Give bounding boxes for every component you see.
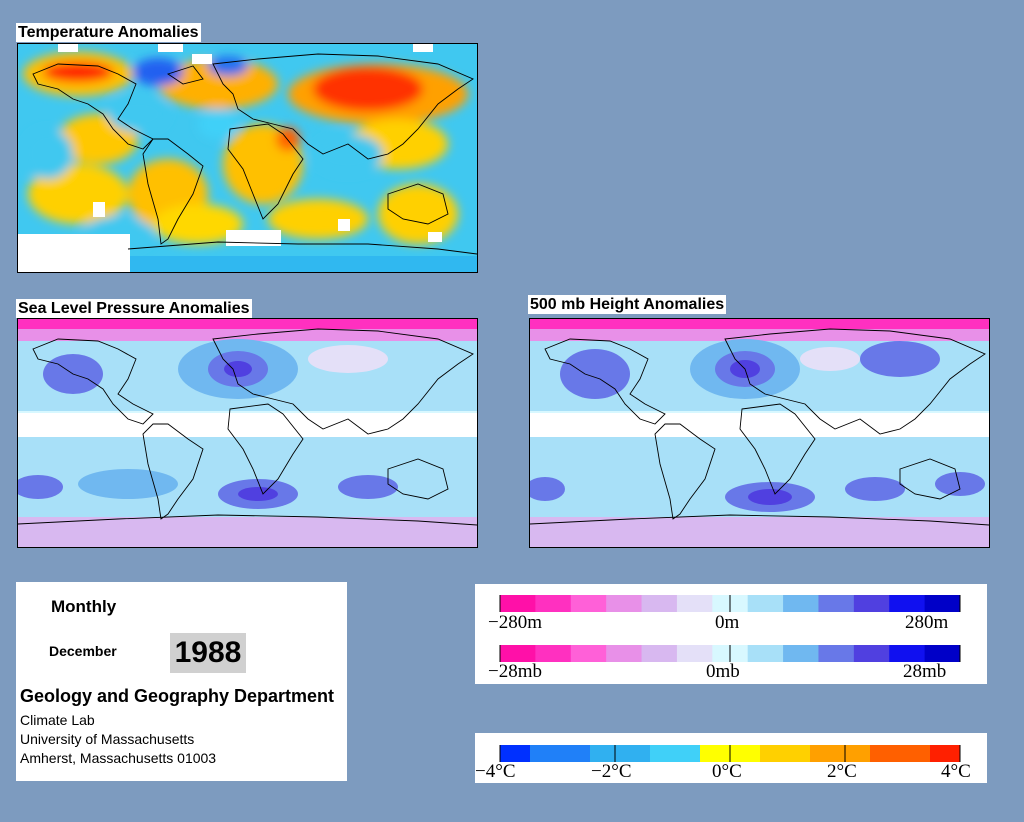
height-500mb-map xyxy=(529,318,990,548)
temperature-colorbar-segment xyxy=(930,745,941,762)
temperature-colorbar-segment xyxy=(720,745,731,762)
temperature-anomaly-map xyxy=(17,43,478,273)
temperature-colorbar-segment xyxy=(900,745,911,762)
lab-label: Climate Lab xyxy=(20,712,95,728)
year-label: 1988 xyxy=(170,633,246,673)
period-label: Monthly xyxy=(51,597,117,616)
pressure-colorbar-segment xyxy=(747,645,784,662)
temperature-colorbar-segment xyxy=(790,745,801,762)
temperature-colorbar-segment xyxy=(950,745,961,762)
temperature-colorbar-segment xyxy=(850,745,861,762)
address-label: Amherst, Massachusetts 01003 xyxy=(20,750,217,766)
height-colorbar-segment xyxy=(676,595,713,612)
pressure-colorbar-segment xyxy=(783,645,819,662)
temperature-colorbar-segment xyxy=(520,745,531,762)
temperature-colorbar-segment xyxy=(730,745,741,762)
height-min-label: −280m xyxy=(488,612,542,633)
temperature-colorbar xyxy=(499,745,961,762)
temperature-colorbar-segment xyxy=(810,745,821,762)
temperature-colorbar-segment xyxy=(880,745,891,762)
temperature-colorbar-segment xyxy=(920,745,931,762)
temperature-colorbar-segment xyxy=(860,745,871,762)
height-colorbar-segment xyxy=(853,595,890,612)
pressure-colorbar-segment xyxy=(535,645,572,662)
temperature-colorbar-segment xyxy=(600,745,611,762)
temperature-legend: −4°C −2°C 0°C 2°C 4°C xyxy=(475,733,987,783)
temperature-colorbar-segment xyxy=(760,745,771,762)
height-colorbar-segment xyxy=(924,595,961,612)
height-colorbar-segment xyxy=(889,595,926,612)
temperature-colorbar-segment xyxy=(830,745,841,762)
temperature-colorbar-segment xyxy=(650,745,661,762)
temperature-colorbar-segment xyxy=(680,745,691,762)
height-colorbar-segment xyxy=(747,595,784,612)
temperature-colorbar-segment xyxy=(640,745,651,762)
sea-level-pressure-map xyxy=(17,318,478,548)
height-mid-label: 0m xyxy=(715,612,740,633)
temperature-colorbar-segment xyxy=(690,745,701,762)
height-pressure-legend: −280m 0m 280m −28mb 0mb 28mb xyxy=(475,584,987,684)
height-map-title: 500 mb Height Anomalies xyxy=(528,295,727,314)
temp-tick-label-1: −4°C xyxy=(475,761,516,782)
temperature-colorbar-segment xyxy=(630,745,641,762)
temperature-colorbar-segment xyxy=(660,745,671,762)
height-colorbar-segment xyxy=(606,595,643,612)
height-colorbar-segment xyxy=(641,595,678,612)
slp-map-title: Sea Level Pressure Anomalies xyxy=(16,299,252,318)
temperature-colorbar-segment xyxy=(700,745,711,762)
pressure-colorbar-segment xyxy=(500,645,536,662)
height-colorbar-segment xyxy=(500,595,536,612)
temperature-colorbar-segment xyxy=(740,745,751,762)
temp-tick-label-5: 4°C xyxy=(941,761,971,782)
temperature-map-title: Temperature Anomalies xyxy=(16,23,201,42)
pressure-colorbar-segment xyxy=(570,645,607,662)
temp-tick-label-3: 0°C xyxy=(712,761,742,782)
temperature-colorbar-segment xyxy=(910,745,921,762)
temp-tick-label-2: −2°C xyxy=(591,761,632,782)
temperature-colorbar-segment xyxy=(580,745,591,762)
temperature-colorbar-segment xyxy=(890,745,901,762)
pressure-colorbar-segment xyxy=(818,645,855,662)
temperature-colorbar-segment xyxy=(550,745,561,762)
temperature-colorbar-segment xyxy=(590,745,601,762)
temperature-colorbar-segment xyxy=(820,745,831,762)
temperature-colorbar-segment xyxy=(620,745,631,762)
info-box: Monthly December 1988 Geology and Geogra… xyxy=(16,582,347,781)
temperature-colorbar-segment xyxy=(510,745,521,762)
university-label: University of Massachusetts xyxy=(20,731,195,747)
temperature-colorbar-segment xyxy=(870,745,881,762)
pressure-colorbar-segment xyxy=(606,645,643,662)
temperature-colorbar-segment xyxy=(560,745,571,762)
temperature-colorbar-segment xyxy=(780,745,791,762)
temperature-colorbar-segment xyxy=(710,745,721,762)
department-label: Geology and Geography Department xyxy=(20,686,335,706)
month-label: December xyxy=(49,643,117,659)
height-pressure-colorbars xyxy=(499,595,961,662)
temperature-colorbar-segment xyxy=(570,745,581,762)
temperature-colorbar-segment xyxy=(940,745,951,762)
pressure-colorbar-segment xyxy=(853,645,890,662)
height-max-label: 280m xyxy=(905,612,949,633)
temp-tick-label-4: 2°C xyxy=(827,761,857,782)
height-colorbar-segment xyxy=(783,595,819,612)
pressure-mid-label: 0mb xyxy=(706,661,740,682)
temperature-colorbar-segment xyxy=(530,745,541,762)
pressure-max-label: 28mb xyxy=(903,661,947,682)
temperature-colorbar-segment xyxy=(540,745,551,762)
temperature-colorbar-segment xyxy=(670,745,681,762)
temperature-colorbar-segment xyxy=(770,745,781,762)
pressure-colorbar-segment xyxy=(641,645,678,662)
temperature-colorbar-segment xyxy=(800,745,811,762)
pressure-colorbar-segment xyxy=(676,645,713,662)
temperature-colorbar-segment xyxy=(750,745,761,762)
temperature-colorbar-segment xyxy=(500,745,511,762)
height-colorbar-segment xyxy=(570,595,607,612)
height-colorbar-segment xyxy=(818,595,855,612)
height-colorbar-segment xyxy=(535,595,572,612)
pressure-colorbar-segment xyxy=(889,645,926,662)
pressure-colorbar-segment xyxy=(924,645,961,662)
pressure-min-label: −28mb xyxy=(488,661,542,682)
